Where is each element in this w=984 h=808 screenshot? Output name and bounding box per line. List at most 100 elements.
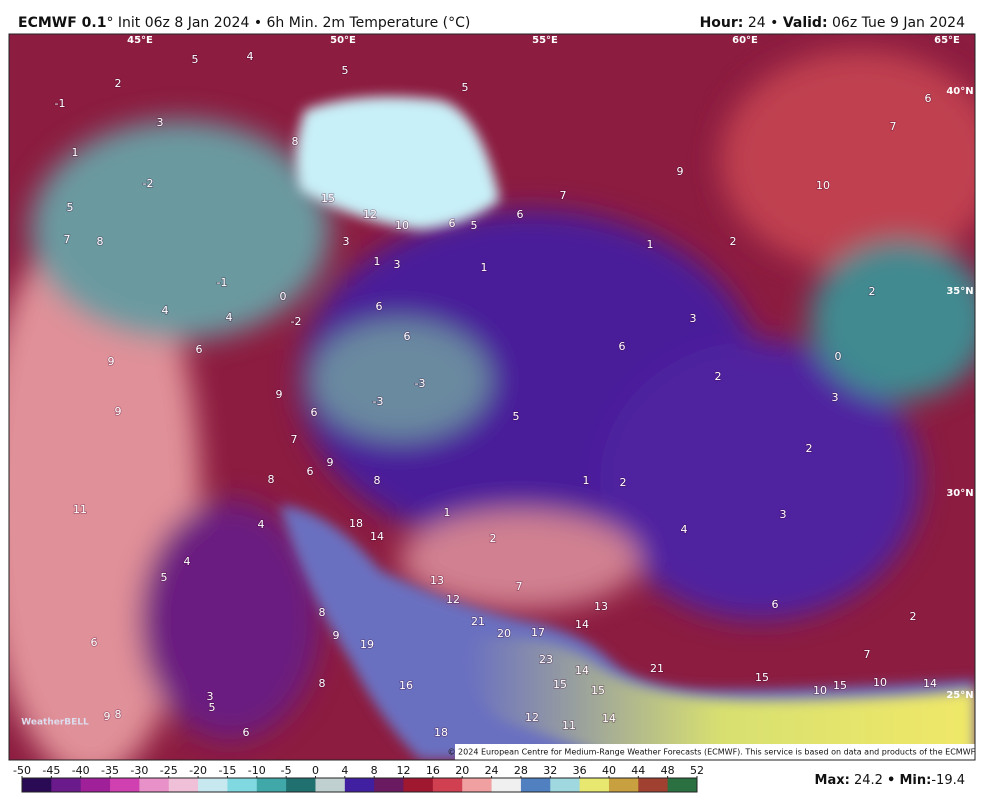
colorbar-segment bbox=[256, 778, 287, 792]
lat-label: 25°N bbox=[946, 690, 973, 701]
value-label: 3 bbox=[394, 258, 401, 271]
value-label: 6 bbox=[449, 217, 456, 230]
value-label: -1 bbox=[55, 97, 66, 110]
colorbar-tick-label: 44 bbox=[631, 764, 645, 777]
value-label: 2 bbox=[620, 476, 627, 489]
value-label: 9 bbox=[104, 710, 111, 723]
colorbar-tick-label: 48 bbox=[661, 764, 675, 777]
value-label: 13 bbox=[594, 600, 608, 613]
value-label: 4 bbox=[681, 523, 688, 536]
value-labels: 45°E 50°E 55°E 60°E 65°E 40°N 35°N 30°N 25°N 5 4 5 5… bbox=[54, 35, 974, 740]
value-label: 6 bbox=[619, 340, 626, 353]
value-label: 10 bbox=[813, 684, 827, 697]
colorbar-segment bbox=[198, 778, 228, 792]
colorbar-tick-label: 40 bbox=[602, 764, 616, 777]
colorbar-tick-label: -45 bbox=[42, 764, 60, 777]
value-label: 6 bbox=[772, 598, 779, 611]
value-label: 4 bbox=[226, 311, 233, 324]
colorbar-tick-label: 32 bbox=[543, 764, 557, 777]
colorbar-segment bbox=[227, 778, 258, 792]
hour-label: Hour: bbox=[700, 15, 744, 31]
value-label: 23 bbox=[539, 653, 553, 666]
value-label: 5 bbox=[67, 201, 74, 214]
lon-label: 55°E bbox=[532, 35, 558, 46]
colorbar-segment bbox=[22, 778, 52, 792]
colorbar-tick-label: 36 bbox=[573, 764, 587, 777]
value-label: 3 bbox=[690, 312, 697, 325]
valid-label: Valid: bbox=[783, 15, 828, 31]
colorbar-segment bbox=[638, 778, 669, 792]
colorbar-segment bbox=[403, 778, 434, 792]
colorbar-segment bbox=[315, 778, 346, 792]
value-label: 17 bbox=[531, 626, 545, 639]
value-label: 3 bbox=[780, 508, 787, 521]
value-label: 6 bbox=[376, 300, 383, 313]
value-label: 2 bbox=[910, 610, 917, 623]
colorbar-segment bbox=[520, 778, 551, 792]
value-label: 1 bbox=[374, 255, 381, 268]
colorbar-tick-label: 24 bbox=[485, 764, 499, 777]
value-label: 8 bbox=[292, 135, 299, 148]
colorbar-tick-label: 52 bbox=[690, 764, 704, 777]
value-label: 4 bbox=[247, 50, 254, 63]
value-label: 2 bbox=[715, 370, 722, 383]
init: Init 06z 8 Jan 2024 • 6h Min. 2m Tempera… bbox=[118, 15, 470, 31]
colorbar-tick-label: -10 bbox=[248, 764, 266, 777]
colorbar-tick-label: -35 bbox=[101, 764, 119, 777]
colorbar-segment bbox=[667, 778, 698, 792]
lat-label: 35°N bbox=[946, 286, 973, 297]
value-label: 14 bbox=[370, 530, 384, 543]
value-label: 4 bbox=[184, 555, 191, 568]
logo: WeatherBELL bbox=[21, 718, 89, 728]
colorbar-tick-label: 8 bbox=[371, 764, 378, 777]
colorbar-tick-label: 0 bbox=[312, 764, 319, 777]
map-frame bbox=[8, 33, 976, 761]
credit: © 2024 European Centre for Medium-Range … bbox=[448, 748, 977, 757]
degree: ° bbox=[106, 15, 113, 31]
value-label: 6 bbox=[517, 208, 524, 221]
value-label: 16 bbox=[399, 679, 413, 692]
value-label: 8 bbox=[268, 473, 275, 486]
value-label: 5 bbox=[192, 53, 199, 66]
value-label: 10 bbox=[395, 219, 409, 232]
value-label: 5 bbox=[209, 701, 216, 714]
value-label: 12 bbox=[446, 593, 460, 606]
valid: 06z Tue 9 Jan 2024 bbox=[832, 15, 965, 31]
lon-label: 60°E bbox=[732, 35, 758, 46]
value-label: 7 bbox=[864, 648, 871, 661]
value-label: -2 bbox=[143, 177, 154, 190]
value-label: 1 bbox=[444, 506, 451, 519]
value-label: 15 bbox=[553, 678, 567, 691]
colorbar-tick-label: 28 bbox=[514, 764, 528, 777]
value-label: 6 bbox=[91, 636, 98, 649]
colorbar-tick-label: -20 bbox=[189, 764, 207, 777]
value-label: 6 bbox=[196, 343, 203, 356]
value-label: 7 bbox=[560, 189, 567, 202]
value-label: 6 bbox=[307, 465, 314, 478]
value-label: 7 bbox=[64, 233, 71, 246]
value-label: 8 bbox=[97, 235, 104, 248]
max: 24.2 bbox=[854, 773, 883, 788]
lat-label: 30°N bbox=[946, 488, 973, 499]
colorbar-segment bbox=[168, 778, 199, 792]
value-label: 1 bbox=[481, 261, 488, 274]
colorbar-segment bbox=[432, 778, 463, 792]
value-label: 14 bbox=[575, 618, 589, 631]
value-label: 18 bbox=[349, 517, 363, 530]
value-label: 15 bbox=[321, 192, 335, 205]
value-label: 14 bbox=[575, 664, 589, 677]
colorbar-segment bbox=[608, 778, 639, 792]
value-label: 0 bbox=[280, 290, 287, 303]
value-label: 7 bbox=[516, 580, 523, 593]
colorbar-segment bbox=[344, 778, 375, 792]
colorbar-segment bbox=[462, 778, 493, 792]
value-label: 9 bbox=[327, 456, 334, 469]
value-label: 5 bbox=[513, 410, 520, 423]
sep: • bbox=[887, 773, 895, 788]
colorbar-tick-label: -25 bbox=[160, 764, 178, 777]
value-label: 9 bbox=[108, 355, 115, 368]
value-label: -1 bbox=[217, 276, 228, 289]
hour: 24 • bbox=[748, 15, 779, 31]
value-label: 6 bbox=[404, 330, 411, 343]
